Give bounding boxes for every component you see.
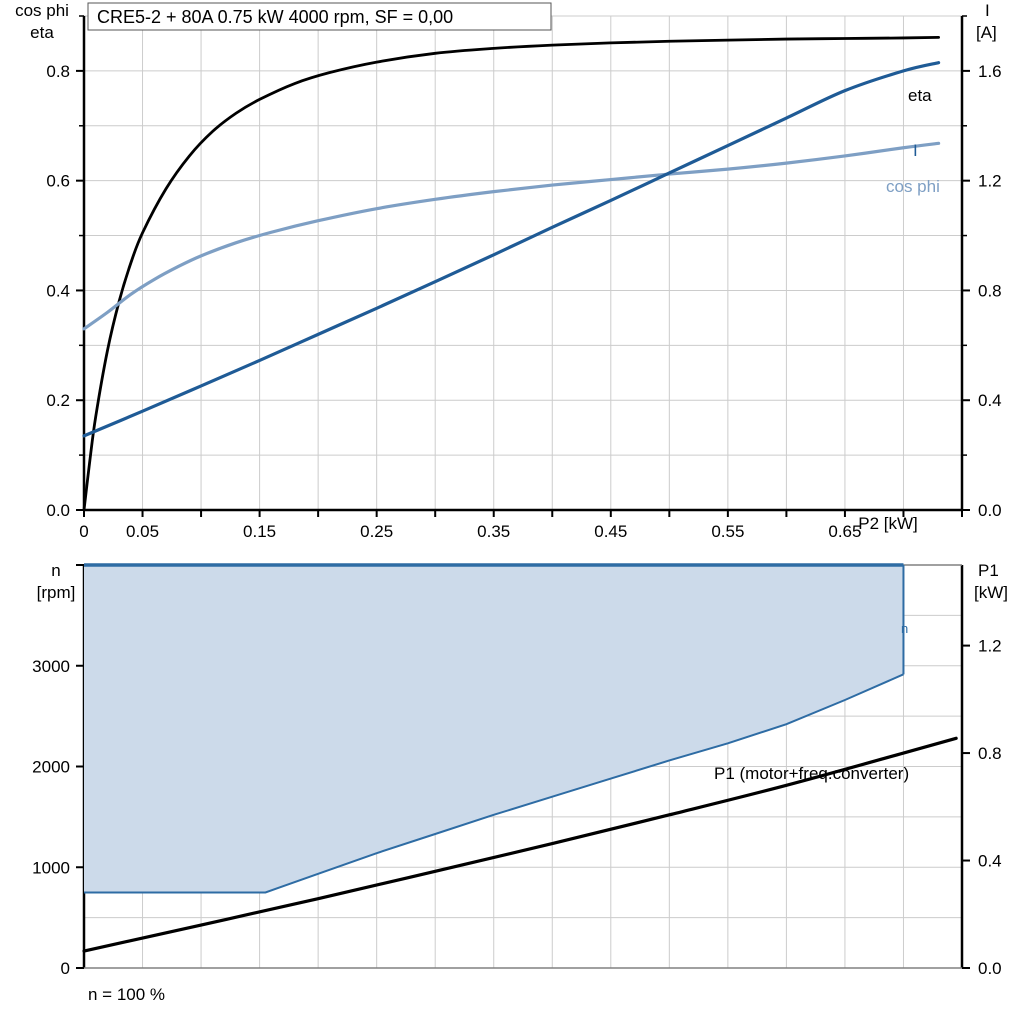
top-right-tick-label: 1.2 bbox=[978, 172, 1002, 191]
bottom-right-tick-label: 1.2 bbox=[978, 637, 1002, 656]
top-right-tick-label: 0.4 bbox=[978, 391, 1002, 410]
top-left-tick-label: 0.6 bbox=[46, 172, 70, 191]
bottom-left-tick-label: 3000 bbox=[32, 657, 70, 676]
top-x-tick-label: 0.35 bbox=[477, 522, 510, 541]
chart-title: CRE5-2 + 80A 0.75 kW 4000 rpm, SF = 0,00 bbox=[97, 7, 453, 27]
top-x-tick-label: 0.25 bbox=[360, 522, 393, 541]
bottom-left-tick-label: 1000 bbox=[32, 858, 70, 877]
top-right-axis-title-line1: I bbox=[985, 1, 990, 20]
top-x-tick-label: 0 bbox=[79, 522, 88, 541]
eta-curve-label: eta bbox=[908, 86, 932, 105]
current-curve-label: I bbox=[913, 141, 918, 160]
top-x-tick-label: 0.65 bbox=[828, 522, 861, 541]
bottom-right-axis-title-line2: [kW] bbox=[974, 583, 1008, 602]
top-left-tick-label: 0.8 bbox=[46, 62, 70, 81]
top-x-tick-label: 0.55 bbox=[711, 522, 744, 541]
top-x-axis-title: P2 [kW] bbox=[858, 514, 918, 533]
top-right-tick-label: 0.0 bbox=[978, 501, 1002, 520]
top-left-axis-title-line2: eta bbox=[30, 23, 54, 42]
top-left-tick-label: 0.0 bbox=[46, 501, 70, 520]
top-right-tick-label: 0.8 bbox=[978, 281, 1002, 300]
bottom-left-axis-title-line1: n bbox=[51, 561, 60, 580]
top-right-tick-label: 1.6 bbox=[978, 62, 1002, 81]
bottom-left-tick-label: 2000 bbox=[32, 758, 70, 777]
top-right-axis-title-line2: [A] bbox=[976, 23, 997, 42]
bottom-right-tick-label: 0.4 bbox=[978, 852, 1002, 871]
top-left-tick-label: 0.4 bbox=[46, 281, 70, 300]
speed-band-label: n bbox=[901, 621, 908, 636]
speed-note: n = 100 % bbox=[88, 985, 165, 1004]
bottom-right-axis-title-line1: P1 bbox=[978, 561, 999, 580]
top-left-tick-label: 0.2 bbox=[46, 391, 70, 410]
top-x-tick-label: 0.45 bbox=[594, 522, 627, 541]
bottom-right-tick-label: 0.0 bbox=[978, 959, 1002, 978]
top-x-tick-label: 0.15 bbox=[243, 522, 276, 541]
top-left-axis-title-line1: cos phi bbox=[15, 1, 69, 20]
bottom-right-tick-label: 0.8 bbox=[978, 744, 1002, 763]
cos-phi-curve-label: cos phi bbox=[886, 177, 940, 196]
bottom-left-tick-label: 0 bbox=[61, 959, 70, 978]
bottom-left-axis-title-line2: [rpm] bbox=[37, 583, 76, 602]
p1-curve-label: P1 (motor+freq.converter) bbox=[714, 764, 909, 783]
top-x-tick-label: 0.05 bbox=[126, 522, 159, 541]
pump-performance-figure: 0 0.05 0.15 0.25 0.35 0.45 0.55 0.65 0.0 0.2 0.4 0.… bbox=[0, 0, 1024, 1024]
chart-page: 0 0.05 0.15 0.25 0.35 0.45 0.55 0.65 0.0 0.2 0.4 0.… bbox=[0, 0, 1024, 1024]
